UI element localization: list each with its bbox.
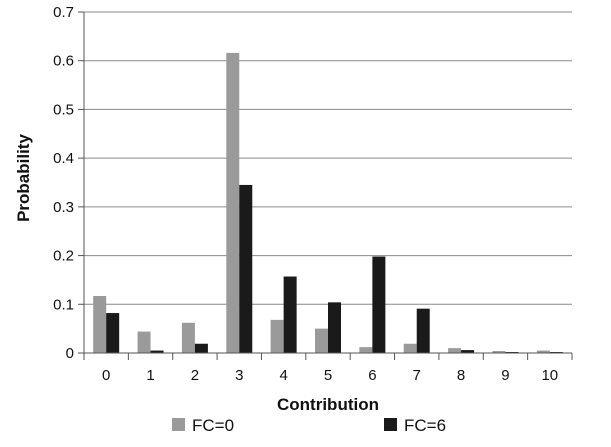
bar-fc0-1 bbox=[137, 331, 151, 353]
legend-label: FC=6 bbox=[404, 416, 446, 435]
y-tick-label: 0.6 bbox=[53, 53, 74, 70]
bar-fc0-4 bbox=[270, 319, 284, 353]
legend-swatch bbox=[172, 418, 185, 431]
x-tick-label: 0 bbox=[102, 367, 110, 384]
x-tick-label: 6 bbox=[368, 367, 376, 384]
bar-fc0-8 bbox=[448, 348, 462, 353]
bar-fc0-3 bbox=[226, 52, 240, 354]
legend-label: FC=0 bbox=[192, 416, 234, 435]
legend: FC=0 FC=6 bbox=[172, 416, 446, 435]
bar-fc6-4 bbox=[283, 276, 297, 353]
x-tick-label: 5 bbox=[324, 367, 332, 384]
bar-fc6-2 bbox=[194, 343, 208, 353]
y-tick-label: 0.2 bbox=[53, 248, 74, 265]
x-tick-label: 9 bbox=[501, 367, 509, 384]
bar-fc6-1 bbox=[150, 350, 164, 353]
y-tick-label: 0 bbox=[66, 345, 74, 362]
bar-fc0-6 bbox=[359, 347, 373, 353]
x-tick-label: 7 bbox=[413, 367, 421, 384]
bar-fc0-5 bbox=[315, 328, 328, 353]
bar-fc6-6 bbox=[372, 256, 386, 353]
bar-fc0-7 bbox=[403, 343, 417, 353]
axes bbox=[78, 11, 573, 360]
bars bbox=[93, 52, 563, 354]
legend-swatch bbox=[384, 418, 397, 431]
y-tick-label: 0.1 bbox=[53, 296, 74, 313]
y-tick-label: 0.5 bbox=[53, 101, 74, 118]
bar-fc6-5 bbox=[328, 302, 341, 353]
bar-fc6-0 bbox=[106, 313, 120, 353]
bar-fc6-8 bbox=[461, 350, 475, 353]
y-tick-label: 0.4 bbox=[53, 150, 74, 167]
bar-fc0-9 bbox=[492, 351, 506, 353]
bar-fc0-10 bbox=[536, 350, 550, 353]
y-axis-title: Probability bbox=[14, 134, 33, 222]
bar-fc6-7 bbox=[416, 308, 430, 353]
gridlines bbox=[84, 11, 572, 305]
bar-fc0-0 bbox=[93, 296, 107, 353]
y-tick-label: 0.3 bbox=[53, 199, 74, 216]
x-tick-label: 3 bbox=[235, 367, 243, 384]
bar-fc0-2 bbox=[181, 322, 195, 353]
x-tick-label: 10 bbox=[541, 367, 558, 384]
x-tick-label: 1 bbox=[146, 367, 154, 384]
bar-fc6-3 bbox=[239, 184, 253, 353]
x-tick-label: 2 bbox=[191, 367, 199, 384]
y-tick-label: 0.7 bbox=[53, 4, 74, 21]
x-tick-label: 8 bbox=[457, 367, 465, 384]
tick-labels: 0 0.1 0.2 0.3 0.4 0.5 0.6 0.7 0 1 2 3 4 5 6 7 8 9 10 bbox=[53, 4, 558, 384]
x-tick-label: 4 bbox=[279, 367, 287, 384]
x-axis-title: Contribution bbox=[277, 395, 379, 414]
